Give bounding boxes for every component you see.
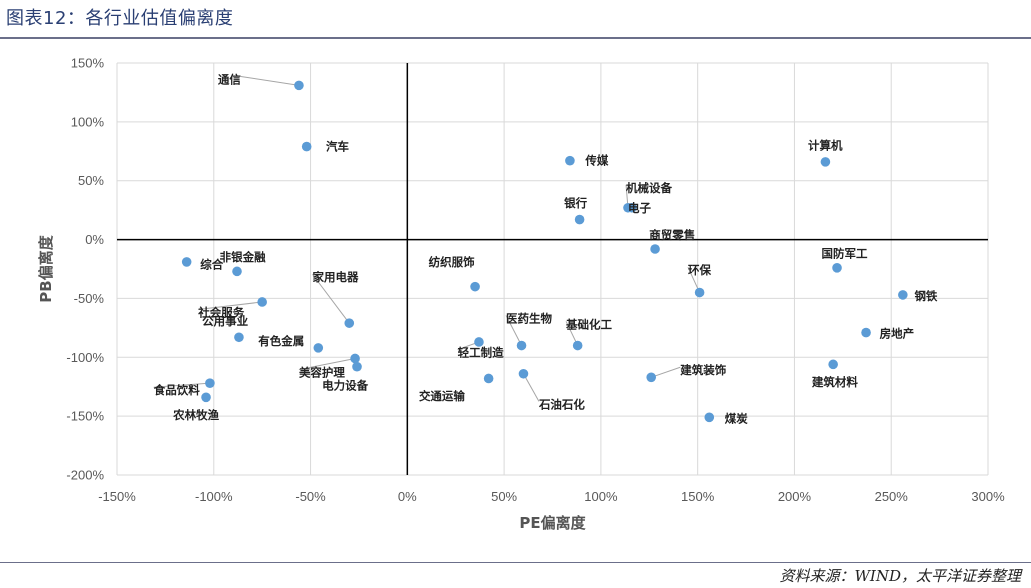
x-tick-label: -100% [195,489,233,504]
source-note: 资料来源：WIND，太平洋证券整理 [779,567,1022,585]
data-point [861,327,871,338]
point-label: 食品饮料 [154,383,200,397]
point-label: 综合 [200,257,223,271]
point-label: 有色金属 [258,334,304,348]
point-label: 公用事业 [202,314,248,328]
data-point [350,353,360,364]
data-point [205,378,215,388]
data-point [181,257,192,267]
x-tick-label: 100% [584,489,618,504]
x-tick-label: 200% [778,489,812,504]
x-tick-label: 300% [971,489,1005,504]
data-point [470,281,480,292]
data-point [352,361,362,372]
data-point [301,141,312,152]
data-point [832,263,842,273]
data-point [474,337,484,347]
point-label: 医药生物 [506,311,552,325]
point-label: 国防军工 [822,247,868,261]
leader-line [198,301,263,311]
data-point [572,340,583,351]
point-label: 社会服务 [197,306,244,320]
point-label: 建筑材料 [812,375,858,389]
data-point [232,266,242,277]
point-label: 非银金融 [220,250,266,264]
x-axis-title: PE偏离度 [519,514,586,532]
data-point [820,157,831,167]
point-label: 交通运输 [419,389,465,403]
data-point [294,80,304,91]
scatter-chart: -150% -100% -50% 0% 50% 100% 150% 200% 250% 300% -… [37,56,1005,533]
data-point [201,392,211,403]
point-label: 煤炭 [725,411,748,425]
x-tick-label: 0% [398,489,417,504]
data-point [483,373,494,384]
figure-title: 图表12：各行业估值偏离度 [6,8,234,29]
data-point [516,340,527,351]
y-tick-label: -200% [66,468,104,483]
point-label: 轻工制造 [458,346,504,360]
y-tick-label: -150% [66,409,104,424]
data-point [574,214,585,225]
point-label: 农林牧渔 [172,408,219,422]
leader-line [153,382,210,388]
leader-line [523,373,540,402]
data-point [694,287,705,298]
point-label: 纺织服饰 [429,255,475,269]
leader-line [312,273,350,324]
x-tick-label: 150% [681,489,715,504]
data-point [344,318,355,328]
point-label: 美容护理 [299,366,345,380]
y-tick-label: 0% [85,232,104,247]
y-tick-label: 50% [78,173,104,188]
data-point [565,155,575,166]
data-point [257,297,267,307]
point-label: 汽车 [326,140,349,154]
leader-line [651,366,681,378]
x-tick-label: -150% [98,489,136,504]
leader-line [505,315,522,346]
point-label: 钢铁 [914,289,937,303]
point-label: 银行 [564,196,587,210]
top-rule [0,37,1031,39]
y-axis-title: PB偏离度 [37,234,55,302]
data-point [650,244,660,254]
point-label: 计算机 [808,138,843,152]
data-point [234,332,244,343]
data-point [828,359,838,370]
data-point [627,202,637,213]
point-label: 通信 [218,72,241,86]
point-label: 环保 [688,263,711,277]
point-label: 家用电器 [312,270,358,284]
point-label: 石油石化 [538,397,585,411]
y-tick-label: 100% [71,114,105,129]
data-point [518,368,529,379]
data-point [704,412,715,423]
point-label: 电子 [628,201,651,215]
data-point [898,290,908,300]
point-label: 传媒 [584,154,608,168]
y-tick-label: -50% [74,291,105,306]
bottom-rule [0,562,1031,563]
point-label: 电力设备 [322,379,368,393]
y-tick-label: 150% [71,56,105,71]
x-tick-label: 50% [491,489,517,504]
point-label: 机械设备 [626,181,672,195]
point-label: 商贸零售 [649,228,695,242]
x-tick-label: -50% [295,489,326,504]
data-point [313,343,324,353]
y-tick-label: -100% [66,350,104,365]
point-label: 基础化工 [565,317,612,331]
leader-line [240,75,300,86]
point-label: 建筑装饰 [680,363,726,377]
data-point [646,372,657,383]
point-label: 房地产 [880,327,915,341]
x-tick-label: 250% [875,489,909,504]
leader-line [298,357,356,371]
